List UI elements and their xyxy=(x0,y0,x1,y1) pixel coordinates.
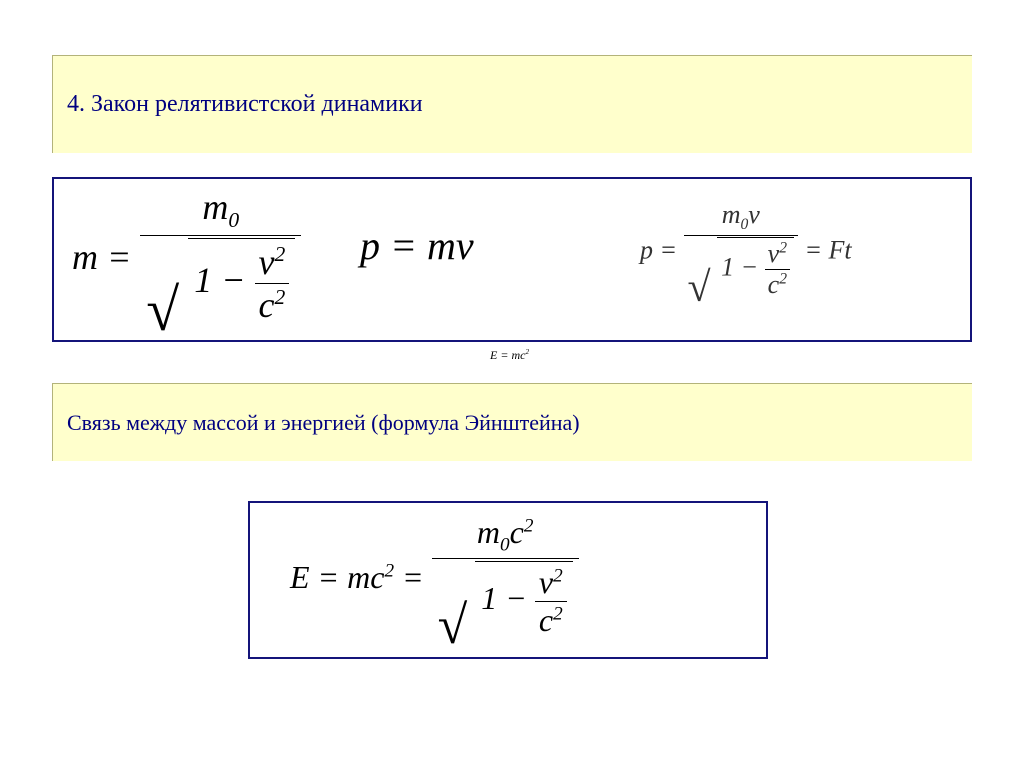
equation-emc2-small: E = mc2 xyxy=(490,348,529,363)
eq3-vc-fraction: v2 c2 xyxy=(765,239,790,300)
equation-relativistic-mass: m = m0 √ 1 − v2 c2 xyxy=(72,186,301,328)
eq1-radical: √ 1 − v2 c2 xyxy=(146,238,295,328)
eq4-fraction: m0c2 √ 1 − v2 c2 xyxy=(432,514,579,641)
radical-icon: √ xyxy=(438,609,468,641)
eq3-denominator: √ 1 − v2 c2 xyxy=(684,236,798,301)
eq3-radicand: 1 − v2 c2 xyxy=(717,237,794,301)
eq4-radicand: 1 − v2 c2 xyxy=(475,561,572,641)
subsection-title-text: Связь между массой и энергией (формула Э… xyxy=(67,410,580,436)
eq4-radical: √ 1 − v2 c2 xyxy=(438,561,573,641)
equation-relativistic-momentum: p = m0v √ 1 − v2 c2 xyxy=(640,200,852,301)
eq3-radical: √ 1 − v2 c2 xyxy=(688,237,794,301)
section-title-banner: 4. Закон релятивистской динамики xyxy=(52,55,972,153)
eq4-denominator: √ 1 − v2 c2 xyxy=(432,559,579,641)
eq1-denominator: √ 1 − v2 c2 xyxy=(140,236,301,328)
eq1-fraction: m0 √ 1 − v2 c2 xyxy=(140,186,301,328)
eq3-numerator: m0v xyxy=(684,200,798,236)
radical-icon: √ xyxy=(146,292,179,328)
subsection-title-banner: Связь между массой и энергией (формула Э… xyxy=(52,383,972,461)
section-title-text: 4. Закон релятивистской динамики xyxy=(67,91,423,118)
radical-icon: √ xyxy=(688,276,711,301)
eq1-numerator: m0 xyxy=(140,186,301,236)
slide-page: 4. Закон релятивистской динамики m = m0 … xyxy=(0,0,1024,767)
equation-mass-energy: E = mc2 = m0c2 √ 1 − v2 c2 xyxy=(290,514,579,641)
equation-momentum-simple: p = mv xyxy=(360,222,474,269)
eq4-vc-fraction: v2 c2 xyxy=(535,564,567,639)
eq3-fraction: m0v √ 1 − v2 c2 xyxy=(684,200,798,301)
eq4-numerator: m0c2 xyxy=(432,514,579,559)
eq1-vc-fraction: v2 c2 xyxy=(255,241,290,326)
eq1-lhs: m = xyxy=(72,237,140,277)
eq1-radicand: 1 − v2 c2 xyxy=(188,238,295,328)
